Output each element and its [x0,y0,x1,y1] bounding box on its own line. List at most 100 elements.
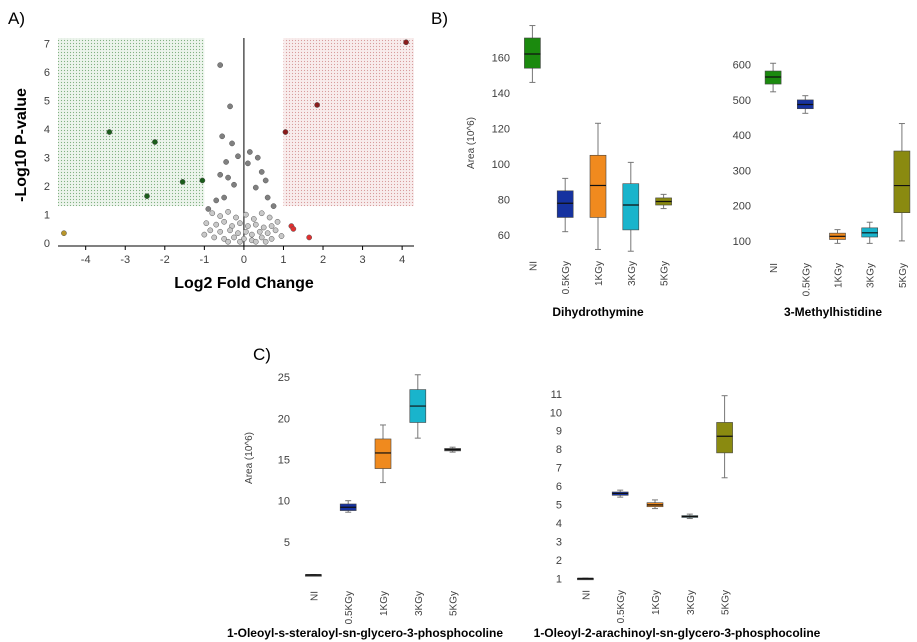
box-1KGy [374,438,392,469]
y-tick-label: 160 [492,53,510,65]
x-tick-label: 4 [399,254,405,266]
data-point [106,129,113,135]
y-tick-label: 100 [733,236,751,248]
data-point [152,139,158,145]
data-point [245,160,251,167]
y-tick-label: 25 [278,372,290,384]
y-tick-label: 500 [733,95,751,107]
y-tick-label: 6 [556,481,562,493]
category-label: NI [581,590,592,600]
category-label: 0.5KGy [616,590,627,623]
category-label: 1KGy [379,591,390,616]
data-point [237,238,243,245]
data-point [262,238,269,245]
data-point [314,102,320,108]
data-point [262,177,269,184]
box-y-axis-title-dihydrothymine: Area (10^6) [466,117,477,169]
y-tick-label: 5 [284,537,290,549]
significance-region-down [58,38,205,207]
data-point [243,228,249,235]
box-5KGy [716,422,733,454]
data-point [179,179,186,185]
data-point [258,169,265,175]
data-point [217,62,224,68]
category-label: 0.5KGy [561,261,572,294]
boxplot-3-methylhistidine: 100 200 300 400 500 600 NI 0.5KGy 1KGy 3KGy 5KGy 3-… [733,60,911,319]
panel-label-a: A) [8,9,25,28]
box-NI [524,37,541,69]
data-point [260,224,267,231]
category-label: 1KGy [834,263,845,288]
data-point [268,236,275,242]
y-tick-label: 600 [733,60,751,72]
data-point [217,213,224,219]
data-point [229,140,235,147]
category-label: 5KGy [721,590,732,615]
data-point [61,230,67,237]
data-point [219,133,226,140]
data-point [252,221,259,228]
data-point [241,236,247,242]
box-0.5KGy [556,190,574,218]
data-point [213,197,220,204]
y-tick-label: 7 [556,463,562,475]
data-point [203,220,210,227]
data-point [235,230,241,237]
y-tick-label: 400 [733,130,751,142]
volcano-plot: -4 -3 -2 -1 0 1 2 3 4 0 1 2 3 4 5 6 7 [44,38,414,266]
chart-title: 1-Oleoyl-2-arachinoyl-sn-glycero-3-phosp… [534,626,821,640]
data-point [258,234,265,241]
data-point [205,206,212,212]
y-tick-label: 140 [492,88,510,100]
data-point [266,214,273,221]
data-point [223,159,229,165]
y-tick-label: 4 [556,518,562,530]
data-point [225,238,231,245]
data-point [199,177,206,184]
y-tick-label: 1 [556,573,562,585]
data-point [231,181,237,188]
category-label: 5KGy [898,263,909,288]
category-label: 3KGy [686,590,697,615]
y-tick-label: 10 [550,407,562,419]
data-point [256,228,263,235]
data-point [144,193,150,199]
category-label: 1KGy [651,590,662,615]
data-point [233,214,239,221]
data-point [227,227,233,234]
panel-label-b: B) [431,9,448,28]
y-tick-label: 4 [44,124,50,136]
x-tick-label: 0 [241,254,247,266]
y-tick-label: 8 [556,444,562,456]
y-tick-label: 2 [556,555,562,567]
chart-title: 3-Methylhistidine [784,305,882,319]
box-1KGy [589,154,607,218]
x-tick-label: 1 [280,254,286,266]
data-point [213,221,220,228]
data-point [248,231,255,238]
x-tick-label: 2 [320,254,326,266]
data-point [225,174,231,181]
panel-label-c: C) [253,345,271,364]
y-tick-label: 5 [556,500,562,512]
x-tick-label: -3 [120,254,130,266]
data-point [264,230,271,237]
data-point [250,216,257,222]
data-point [246,149,253,155]
y-tick-label: 5 [44,96,50,108]
category-label: 3KGy [866,263,877,288]
boxplot-oleoyl-steraloyl-phosphocoline: 5 10 15 20 25 NI 0.5KGy 1KGy 3KGy 5KGy 1-Oleoyl-s-… [227,372,503,640]
category-label: NI [769,263,780,273]
data-point [245,223,251,229]
data-point [231,234,237,241]
box-5KGy [893,150,911,214]
data-point [252,184,259,191]
data-point [258,210,265,217]
y-tick-label: 11 [551,389,562,401]
data-point [221,218,227,225]
data-point [211,234,218,241]
volcano-y-axis-title: -Log10 P-value [13,88,30,202]
y-tick-label: 2 [44,181,50,193]
category-label: 3KGy [414,591,425,616]
